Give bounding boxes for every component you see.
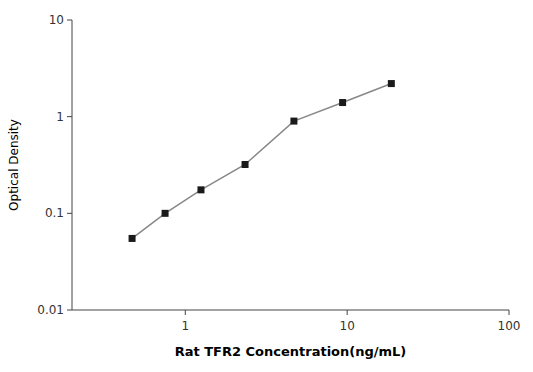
y-tick-label: 0.01 <box>37 303 64 317</box>
y-tick-label: 1 <box>56 110 64 124</box>
data-point <box>197 186 204 193</box>
data-point <box>129 235 136 242</box>
chart: 1 10 100 0.01 0.1 1 10 Rat TFR2 Concentration(n… <box>0 0 533 372</box>
y-tick <box>67 20 72 21</box>
data-point <box>162 210 169 217</box>
y-axis-line <box>72 20 73 310</box>
x-tick-label: 100 <box>498 319 521 333</box>
x-tick <box>347 310 348 315</box>
y-tick-label: 0.1 <box>45 206 64 220</box>
y-tick <box>67 310 72 311</box>
x-axis-label: Rat TFR2 Concentration(ng/mL) <box>175 344 407 359</box>
x-tick <box>185 310 186 315</box>
x-tick <box>509 310 510 315</box>
y-tick <box>67 213 72 214</box>
y-tick-label: 10 <box>49 13 64 27</box>
plot-data <box>129 80 395 242</box>
x-tick-label: 1 <box>181 319 189 333</box>
data-line <box>132 84 391 239</box>
y-axis-label: Optical Density <box>7 119 21 211</box>
data-point <box>388 80 395 87</box>
data-point <box>339 99 346 106</box>
y-tick <box>67 116 72 117</box>
data-point <box>290 118 297 125</box>
x-tick-label: 10 <box>340 319 355 333</box>
data-point <box>242 161 249 168</box>
x-axis-line <box>72 310 509 311</box>
